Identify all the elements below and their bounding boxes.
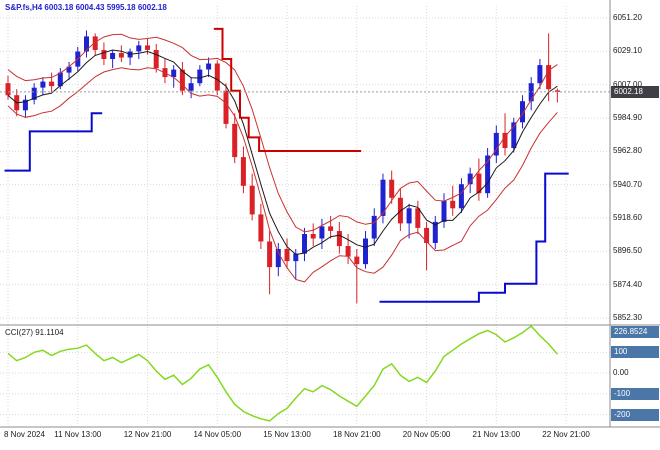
- time-axis-label: 11 Nov 13:00: [54, 430, 102, 439]
- price-axis-label: 5852.30: [613, 312, 642, 322]
- candle: [511, 117, 517, 153]
- cci-line: [7, 324, 558, 422]
- candle: [467, 167, 473, 194]
- symbol-ohlc-title: S&P.fs,H4 6003.18 6004.43 5995.18 6002.1…: [5, 3, 167, 12]
- candle: [275, 243, 281, 277]
- time-axis-label: 20 Nov 05:00: [402, 430, 451, 439]
- candle: [302, 227, 307, 262]
- lower-band-line: [7, 67, 558, 283]
- time-axis-label: 15 Nov 13:00: [263, 430, 311, 439]
- candle: [84, 30, 89, 58]
- price-axis-label: 6029.10: [613, 46, 642, 56]
- candle: [22, 95, 28, 118]
- cci-scale-tag: 226.8524: [611, 326, 659, 338]
- candle: [31, 83, 37, 105]
- candle: [389, 170, 395, 204]
- price-axis-label: 5874.40: [613, 279, 642, 289]
- time-axis-label: 8 Nov 2024: [4, 430, 45, 439]
- indicator-label: CCI(27) 91.1104: [5, 328, 64, 337]
- candle: [310, 223, 316, 246]
- candle: [485, 148, 491, 198]
- cci-scale-label: 0.00: [613, 368, 629, 378]
- candle: [537, 59, 543, 90]
- time-axis-label: 18 Nov 21:00: [333, 430, 381, 439]
- candle: [424, 221, 430, 271]
- candle: [363, 231, 368, 269]
- price-axis-label: 5940.70: [613, 179, 642, 189]
- candle: [554, 88, 560, 103]
- candle: [284, 238, 290, 269]
- candle: [110, 50, 116, 69]
- candle: [528, 77, 534, 111]
- candle: [476, 158, 482, 201]
- cci-scale-tag: -100: [611, 387, 659, 400]
- price-axis-label: 6051.20: [613, 13, 642, 22]
- cci-scale-tag: 100: [611, 346, 659, 359]
- candle: [197, 65, 203, 87]
- time-axis-label: 21 Nov 13:00: [472, 430, 521, 439]
- candle: [49, 72, 55, 93]
- candle: [371, 208, 377, 246]
- time-axis-label: 22 Nov 21:00: [542, 430, 590, 439]
- price-axis-label: 6007.00: [613, 79, 642, 89]
- candle: [249, 173, 255, 221]
- grid-layer: [0, 6, 610, 424]
- candle: [415, 200, 421, 234]
- time-axis-label: 14 Nov 05:00: [193, 430, 242, 439]
- upper-band-line: [7, 33, 558, 233]
- candle: [441, 193, 447, 228]
- candle: [232, 113, 238, 164]
- candle: [92, 33, 98, 56]
- candle: [336, 221, 342, 254]
- candle: [546, 33, 552, 102]
- candle: [319, 218, 325, 249]
- price-axis-label: 5984.90: [613, 112, 642, 122]
- candle: [493, 125, 499, 164]
- price-axis-label: 5918.60: [613, 212, 642, 222]
- ma-line: [7, 49, 558, 256]
- candle: [354, 249, 360, 304]
- cci-scale-tag: -200: [611, 408, 659, 421]
- candle: [171, 65, 177, 88]
- candle: [267, 231, 273, 295]
- candle: [406, 203, 412, 239]
- candle: [118, 45, 124, 62]
- price-axis-label: 5896.50: [613, 246, 642, 256]
- candle: [520, 95, 525, 129]
- candle: [179, 62, 185, 96]
- downtrend-stop-line: [213, 27, 362, 152]
- time-axis-label: 12 Nov 21:00: [123, 430, 172, 439]
- candle: [66, 62, 72, 81]
- candle: [214, 60, 220, 96]
- candle: [328, 215, 334, 239]
- candle: [206, 57, 212, 78]
- candle: [258, 203, 264, 249]
- candles-layer: [5, 30, 560, 304]
- candle: [136, 40, 142, 59]
- candle: [345, 234, 351, 265]
- candle: [502, 113, 508, 156]
- uptrend-stop-line-right: [379, 172, 569, 303]
- candle: [188, 77, 194, 99]
- candle: [162, 59, 168, 84]
- candle: [458, 178, 464, 213]
- candle: [450, 185, 456, 216]
- candle: [380, 173, 386, 224]
- candle: [127, 48, 133, 66]
- candle: [240, 146, 246, 194]
- candle: [223, 83, 229, 129]
- candle: [40, 77, 46, 96]
- uptrend-stop-line-left: [4, 112, 103, 172]
- price-axis-label: 5962.80: [613, 146, 642, 156]
- candle: [101, 42, 107, 66]
- candle: [432, 215, 438, 249]
- last-price-tag: 6002.18: [611, 85, 659, 98]
- candle: [153, 43, 159, 73]
